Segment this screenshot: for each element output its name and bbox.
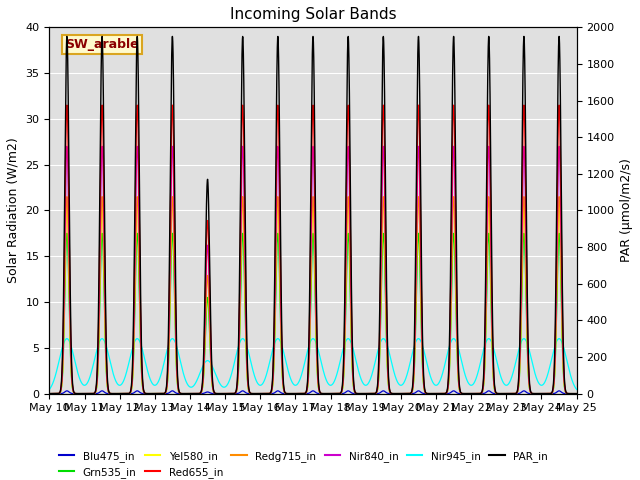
Text: SW_arable: SW_arable: [65, 38, 139, 51]
Legend: Blu475_in, Grn535_in, Yel580_in, Red655_in, Redg715_in, Nir840_in, Nir945_in, PA: Blu475_in, Grn535_in, Yel580_in, Red655_…: [54, 446, 552, 480]
Y-axis label: Solar Radiation (W/m2): Solar Radiation (W/m2): [7, 138, 20, 283]
Title: Incoming Solar Bands: Incoming Solar Bands: [230, 7, 396, 22]
Y-axis label: PAR (μmol/m2/s): PAR (μmol/m2/s): [620, 158, 633, 263]
